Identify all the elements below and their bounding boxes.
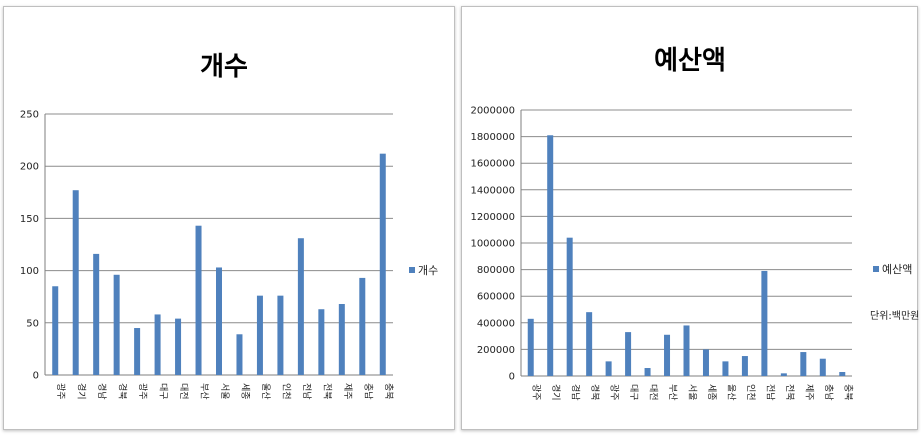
y-tick-label: 1200000 bbox=[470, 212, 515, 223]
x-tick-label: 전남 bbox=[764, 384, 775, 401]
y-tick-label: 200 bbox=[20, 162, 39, 173]
x-tick-label: 전북 bbox=[784, 384, 795, 401]
x-tick-label: 충남 bbox=[362, 383, 373, 400]
bar bbox=[113, 274, 120, 375]
bar bbox=[277, 295, 284, 375]
x-tick-label: 제주 bbox=[803, 384, 814, 401]
x-tick-label: 경기 bbox=[76, 383, 88, 400]
x-tick-label: 인천 bbox=[745, 384, 756, 401]
x-tick-label: 서울 bbox=[687, 384, 698, 401]
x-tick-label: 대전 bbox=[178, 383, 189, 400]
bar bbox=[527, 318, 534, 376]
y-tick-label: 400000 bbox=[477, 318, 515, 329]
legend-label: 개수 bbox=[418, 264, 438, 277]
x-tick-label: 인천 bbox=[280, 383, 291, 400]
bar bbox=[722, 361, 729, 376]
y-tick-label: 1400000 bbox=[470, 185, 515, 196]
x-tick-label: 부산 bbox=[667, 384, 678, 401]
budget-chart: 예산액 0 200000 400000 600000 800000 1000000 12000… bbox=[470, 46, 919, 401]
x-tick-label: 전북 bbox=[321, 383, 332, 400]
x-tick-label: 대전 bbox=[648, 384, 659, 401]
x-tick-label: 경기 bbox=[550, 384, 562, 401]
y-tick-label: 1600000 bbox=[470, 159, 515, 170]
bar bbox=[683, 325, 690, 376]
bar bbox=[741, 356, 748, 376]
bar bbox=[175, 318, 182, 375]
bar bbox=[605, 361, 612, 376]
bar bbox=[236, 334, 243, 375]
x-tick-label: 서울 bbox=[219, 383, 230, 400]
x-tick-label: 광주 bbox=[137, 383, 149, 400]
bar bbox=[702, 349, 709, 376]
bar bbox=[134, 328, 141, 375]
x-tick-label: 경남 bbox=[570, 384, 582, 401]
unit-note: 단위:백만원 bbox=[870, 309, 919, 322]
bar bbox=[338, 304, 345, 375]
legend-swatch bbox=[873, 266, 879, 272]
bar bbox=[93, 253, 100, 375]
bar bbox=[819, 358, 826, 376]
x-tick-label: 대구 bbox=[628, 384, 639, 401]
bar bbox=[72, 190, 79, 375]
count-chart: 개수 0 50 100 150 200 250 광주 경기 경남 경북 광주 대구 대전 부산 서울 세종 울산 인… bbox=[20, 52, 438, 400]
bar bbox=[195, 225, 202, 375]
y-tick-label: 1000000 bbox=[470, 239, 515, 250]
bar bbox=[586, 312, 593, 376]
bar bbox=[297, 238, 304, 375]
bar bbox=[154, 314, 161, 375]
y-tick-label: 0 bbox=[509, 372, 515, 383]
bar bbox=[547, 135, 554, 376]
x-tick-label: 광주 bbox=[55, 383, 67, 400]
y-tick-label: 0 bbox=[33, 371, 39, 382]
chart-title: 예산액 bbox=[654, 46, 726, 76]
bar bbox=[839, 372, 846, 376]
bar bbox=[800, 352, 807, 376]
y-tick-label: 200000 bbox=[477, 345, 515, 356]
bar bbox=[664, 334, 671, 376]
bar bbox=[256, 295, 263, 375]
y-tick-label: 600000 bbox=[477, 292, 515, 303]
x-tick-label: 경북 bbox=[117, 383, 129, 400]
y-tick-label: 150 bbox=[20, 214, 39, 225]
bar bbox=[780, 373, 787, 376]
legend-swatch bbox=[409, 267, 415, 273]
x-tick-label: 세종 bbox=[706, 384, 717, 401]
x-tick-label: 전남 bbox=[301, 383, 312, 400]
x-tick-label: 광주 bbox=[609, 384, 621, 401]
bar bbox=[318, 309, 325, 375]
x-tick-label: 충남 bbox=[823, 384, 834, 401]
x-tick-label: 충북 bbox=[842, 384, 853, 401]
x-tick-label: 울산 bbox=[725, 384, 736, 401]
bar bbox=[52, 286, 59, 375]
bar bbox=[379, 153, 386, 375]
x-tick-label: 울산 bbox=[260, 383, 271, 400]
x-tick-label: 부산 bbox=[199, 383, 210, 400]
bar bbox=[566, 237, 573, 376]
x-tick-label: 대구 bbox=[158, 383, 169, 400]
x-tick-label: 제주 bbox=[342, 383, 353, 400]
chart-title: 개수 bbox=[200, 52, 248, 82]
y-tick-label: 2000000 bbox=[470, 106, 515, 117]
y-tick-label: 50 bbox=[26, 318, 39, 329]
x-tick-label: 충북 bbox=[383, 383, 394, 400]
y-tick-label: 800000 bbox=[477, 265, 515, 276]
legend-label: 예산액 bbox=[882, 263, 912, 276]
x-tick-label: 경남 bbox=[96, 383, 108, 400]
y-tick-label: 1800000 bbox=[470, 132, 515, 143]
bar bbox=[625, 332, 632, 376]
bar bbox=[359, 277, 366, 375]
count-chart-panel: 개수 0 50 100 150 200 250 광주 경기 경남 경북 광주 대구 대전 부산 서울 세종 울산 인… bbox=[3, 6, 455, 430]
y-tick-label: 100 bbox=[20, 266, 39, 277]
y-tick-label: 250 bbox=[20, 110, 39, 121]
x-tick-label: 세종 bbox=[239, 383, 250, 400]
bar bbox=[644, 368, 651, 376]
budget-chart-panel: 예산액 0 200000 400000 600000 800000 1000000 12000… bbox=[461, 6, 919, 430]
bar bbox=[761, 270, 768, 376]
x-tick-label: 경북 bbox=[589, 384, 601, 401]
x-tick-label: 광주 bbox=[531, 384, 543, 401]
bar bbox=[216, 267, 222, 375]
